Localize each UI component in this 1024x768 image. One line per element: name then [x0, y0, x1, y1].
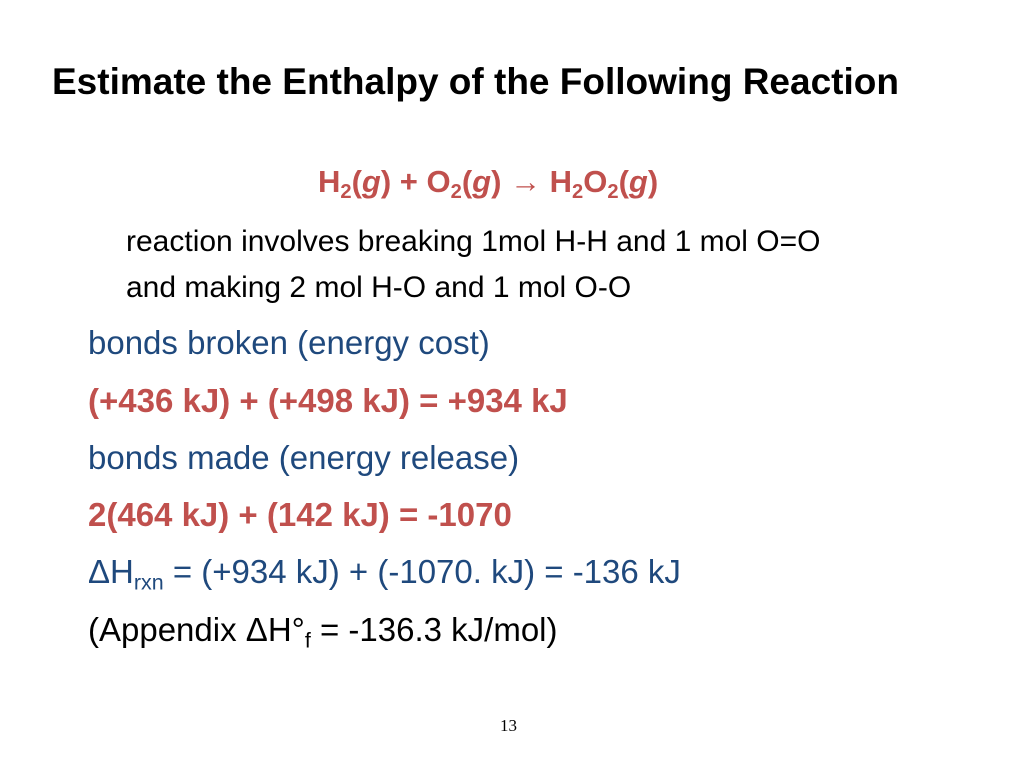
reaction-sub-2c: 2 [572, 181, 584, 204]
appendix-prefix: (Appendix [88, 611, 246, 648]
reaction-sub-2b: 2 [450, 181, 462, 204]
reaction-o: O [583, 164, 608, 199]
reaction-sub-2a: 2 [340, 181, 352, 204]
note-line-2: and making 2 mol H-O and 1 mol O-O [126, 271, 632, 304]
note-line-1: reaction involves breaking 1mol H-H and … [126, 225, 821, 258]
reaction-state-g3: g [628, 164, 648, 199]
appendix-line: (Appendix ΔH°f = -136.3 kJ/mol) [88, 609, 558, 651]
reaction-state-g2: g [472, 164, 492, 199]
reaction-plus-o: + O [391, 164, 451, 199]
bonds-broken-calculation: (+436 kJ) + (+498 kJ) = +934 kJ [88, 382, 568, 419]
bonds-made-label: bonds made (energy release) [88, 439, 520, 476]
delta-h-rxn-line: ΔHrxn = (+934 kJ) + (-1070. kJ) = -136 k… [88, 551, 681, 593]
bonds-made-calculation: 2(464 kJ) + (142 kJ) = -1070 [88, 496, 512, 533]
delta-symbol: Δ [88, 553, 111, 590]
page-number: 13 [500, 716, 517, 735]
reaction-arrow: → [510, 164, 542, 199]
reaction-equation: H2(g) + O2(g) → H2O2(g) [318, 164, 659, 204]
reaction-h: H [318, 164, 341, 199]
appendix-value: = -136.3 kJ/mol) [310, 611, 558, 648]
bonds-broken-label: bonds broken (energy cost) [88, 324, 490, 361]
reaction-state-g1: g [361, 164, 381, 199]
appendix-delta-symbol: Δ [245, 611, 268, 648]
appendix-h-degree: H° [267, 611, 305, 648]
delta-h-subscript: rxn [133, 570, 164, 595]
reaction-h2: H [541, 164, 573, 199]
delta-h-equation: = (+934 kJ) + (-1070. kJ) = -136 kJ [163, 553, 681, 590]
slide-title: Estimate the Enthalpy of the Following R… [52, 61, 899, 102]
reaction-sub-2d: 2 [607, 181, 619, 204]
delta-h-letter: H [110, 553, 134, 590]
appendix-subscript: f [304, 628, 311, 653]
